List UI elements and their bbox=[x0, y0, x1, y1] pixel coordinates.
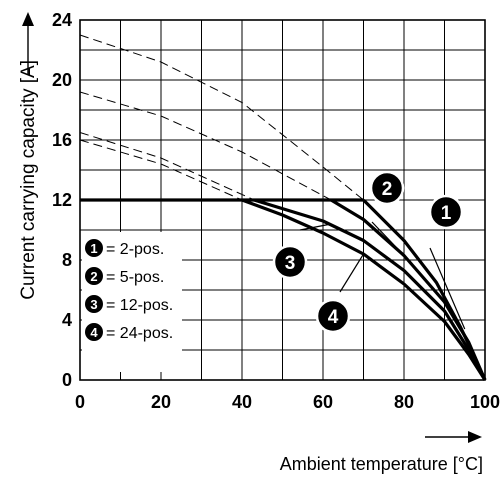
legend-marker-1 bbox=[85, 239, 103, 257]
x-tick-label: 0 bbox=[75, 392, 85, 412]
curve-callouts: 1 2 3 4 bbox=[272, 170, 466, 334]
y-tick-label: 20 bbox=[52, 70, 72, 90]
y-tick-label: 8 bbox=[62, 250, 72, 270]
dashed-extrapolations bbox=[79, 34, 364, 201]
legend-marker-3 bbox=[85, 295, 103, 313]
dashed-curve-4 bbox=[79, 139, 243, 201]
derating-curve-4 bbox=[241, 198, 487, 381]
axis-labels: Current carrying capacity [A] Ambient tem… bbox=[18, 12, 483, 474]
legend-label: = 12-pos. bbox=[106, 297, 173, 314]
legend-marker-number: 3 bbox=[90, 297, 97, 312]
x-tick-label: 100 bbox=[470, 392, 500, 412]
x-tick-label: 40 bbox=[232, 392, 252, 412]
y-tick-label: 0 bbox=[62, 370, 72, 390]
y-tick-label: 12 bbox=[52, 190, 72, 210]
legend-label: = 2-pos. bbox=[106, 241, 164, 258]
y-axis-arrow-head bbox=[22, 12, 34, 26]
callout-leader-4 bbox=[339, 253, 365, 293]
dashed-curve-3 bbox=[79, 132, 255, 201]
callout-circle-2 bbox=[369, 170, 405, 206]
legend-marker-2 bbox=[85, 267, 103, 285]
dashed-curve-2 bbox=[79, 91, 332, 201]
callout-leader-2 bbox=[371, 221, 405, 256]
legend-marker-number: 4 bbox=[90, 325, 98, 340]
callout-leader-3 bbox=[299, 223, 332, 231]
derating-curve-3 bbox=[253, 198, 487, 381]
y-tick-label: 4 bbox=[62, 310, 72, 330]
callout-number-4: 4 bbox=[328, 307, 339, 328]
y-tick-label: 16 bbox=[52, 130, 72, 150]
y-tick-label: 24 bbox=[52, 10, 72, 30]
legend: 1 = 2-pos. 2 = 5-pos. 3 = 12-pos. 4 = 24-pos. bbox=[82, 232, 182, 372]
derating-curve-2 bbox=[330, 198, 487, 381]
callout-circle-4 bbox=[315, 298, 351, 334]
legend-label: = 5-pos. bbox=[106, 269, 164, 286]
derating-curves bbox=[80, 198, 487, 381]
x-axis-label: Ambient temperature [°C] bbox=[280, 454, 483, 474]
legend-label: = 24-pos. bbox=[106, 325, 173, 342]
legend-marker-number: 1 bbox=[90, 241, 97, 256]
callout-number-2: 2 bbox=[382, 179, 393, 200]
x-tick-label: 20 bbox=[151, 392, 171, 412]
callout-number-1: 1 bbox=[441, 203, 452, 224]
callout-circle-1 bbox=[428, 194, 464, 230]
callout-circle-3 bbox=[272, 244, 308, 280]
legend-marker-number: 2 bbox=[90, 269, 97, 284]
y-axis-label: Current carrying capacity [A] bbox=[18, 60, 39, 300]
x-axis-arrow-head bbox=[468, 431, 482, 443]
callout-number-3: 3 bbox=[285, 253, 296, 274]
x-tick-label: 80 bbox=[394, 392, 414, 412]
x-tick-label: 60 bbox=[313, 392, 333, 412]
legend-marker-4 bbox=[85, 323, 103, 341]
callout-leader-1 bbox=[429, 247, 466, 330]
dashed-curve-1 bbox=[79, 34, 364, 201]
